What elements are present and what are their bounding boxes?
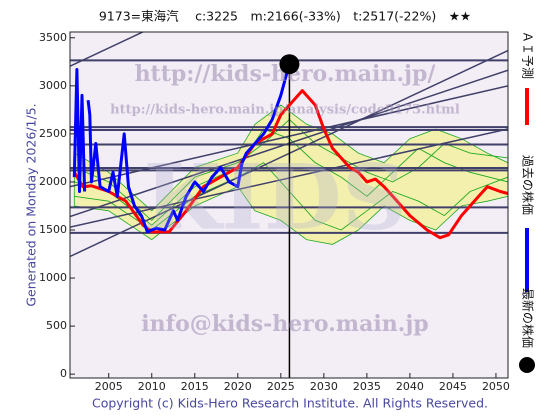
watermark: info@kids-hero.main.jp bbox=[141, 311, 428, 337]
watermark: http://kids-hero.main.jp/analysis/code91… bbox=[110, 103, 460, 118]
x-tick-label: 2025 bbox=[267, 380, 295, 393]
y-tick-label: 2000 bbox=[39, 175, 67, 188]
legend-label: ＡＩ予測 bbox=[521, 31, 535, 79]
legend-label: 過去の株価 bbox=[521, 155, 536, 215]
x-tick-label: 2005 bbox=[95, 380, 123, 393]
side-label: Generated on Monday 2026/1/5. bbox=[24, 103, 39, 306]
legend-swatch bbox=[519, 357, 535, 373]
legend-label: 最新の株価 bbox=[521, 288, 536, 348]
x-tick-label: 2035 bbox=[353, 380, 381, 393]
x-tick-label: 2030 bbox=[310, 380, 338, 393]
chart-title: 9173=東海汽 c:3225 m:2166(-33%) t:2517(-22%… bbox=[99, 9, 471, 24]
y-tick-label: 2500 bbox=[39, 127, 67, 140]
y-tick-label: 1500 bbox=[39, 223, 67, 236]
latest-price-dot bbox=[279, 54, 300, 75]
y-tick-label: 1000 bbox=[39, 271, 67, 284]
y-tick-label: 3000 bbox=[39, 79, 67, 92]
scenario-line bbox=[74, 162, 508, 231]
x-tick-label: 2050 bbox=[482, 380, 510, 393]
y-tick-label: 0 bbox=[60, 367, 67, 380]
scenario-line bbox=[74, 128, 508, 226]
footer: Copyright (c) Kids-Hero Research Institu… bbox=[92, 396, 488, 411]
y-tick-label: 500 bbox=[46, 319, 67, 332]
x-tick-label: 2045 bbox=[439, 380, 467, 393]
x-tick-label: 2010 bbox=[138, 380, 166, 393]
watermarks: http://kids-hero.main.jp/http://kids-her… bbox=[110, 61, 460, 337]
plot-area bbox=[70, 32, 508, 378]
axes: 2005 2010 2015 2020 2025 2030 2035 2040 2045 2050… bbox=[39, 31, 510, 393]
plot-frame bbox=[69, 31, 509, 379]
x-tick-label: 2020 bbox=[224, 380, 252, 393]
x-tick-label: 2040 bbox=[396, 380, 424, 393]
series-line bbox=[72, 63, 291, 234]
x-tick-label: 2015 bbox=[181, 380, 209, 393]
y-tick-label: 3500 bbox=[39, 31, 67, 44]
watermark: KIDS bbox=[143, 145, 406, 251]
